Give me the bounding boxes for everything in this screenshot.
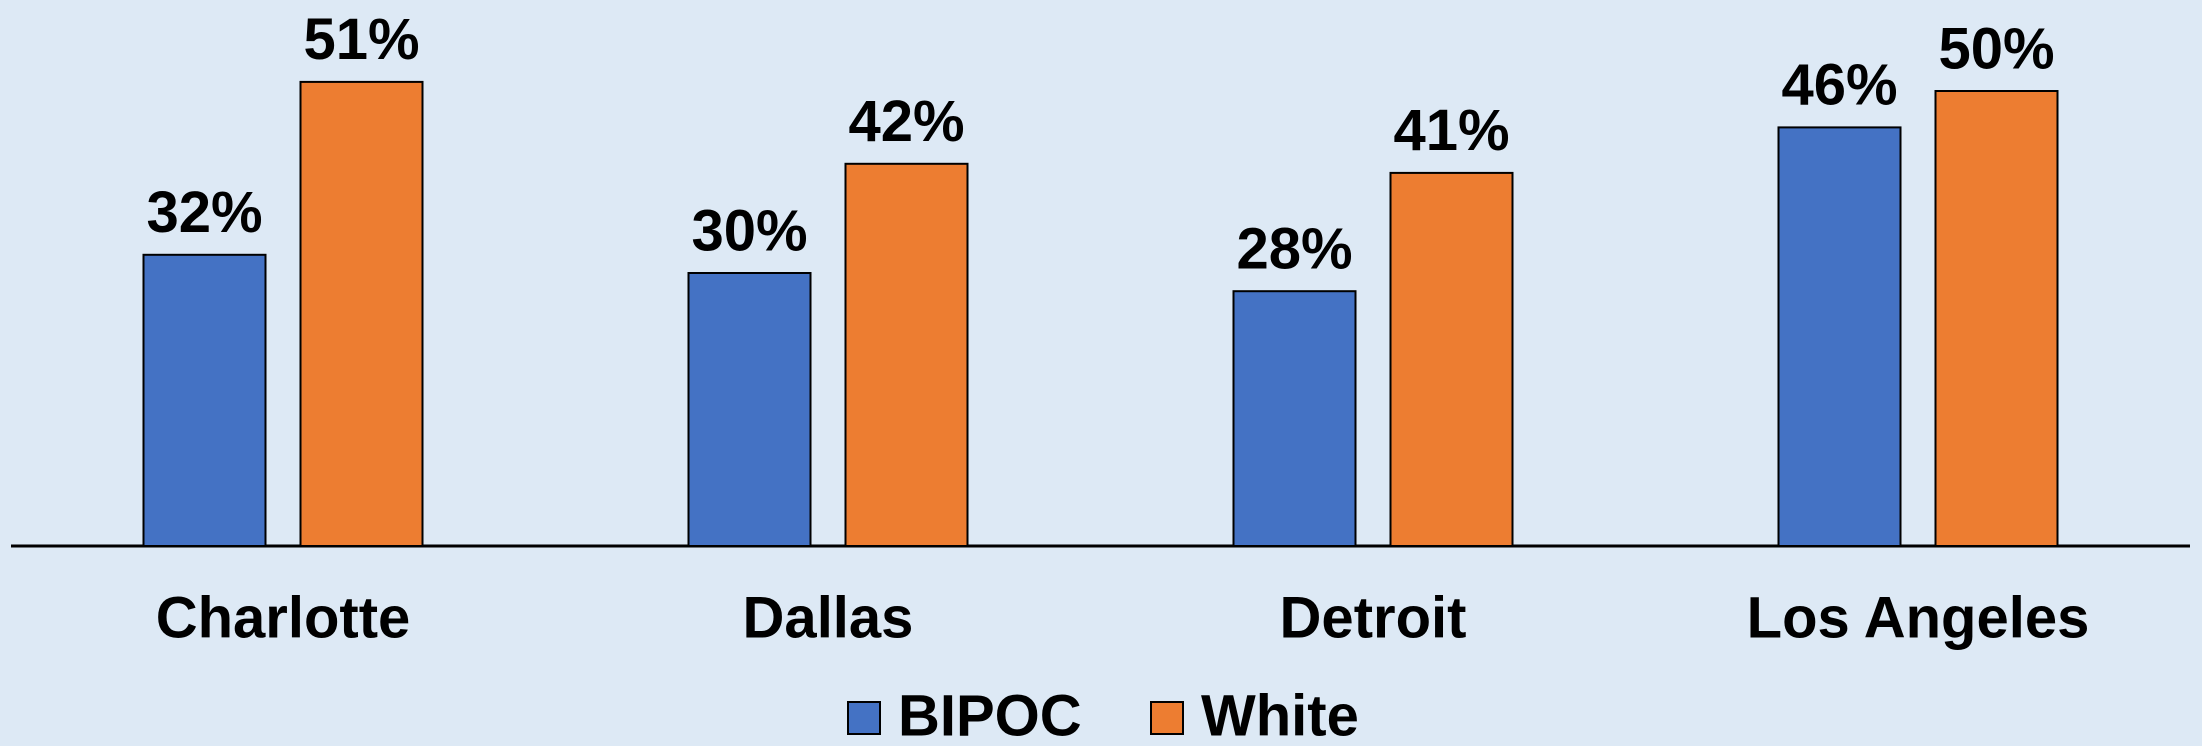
value-label: 42% — [848, 89, 964, 154]
value-label: 50% — [1938, 16, 2054, 81]
x-tick-label: Los Angeles — [1747, 585, 2090, 650]
bar — [687, 272, 812, 547]
bar — [1934, 90, 2059, 547]
bar — [1232, 290, 1357, 548]
value-label: 46% — [1781, 53, 1897, 118]
legend-swatch — [847, 701, 881, 735]
x-tick-label: Charlotte — [156, 585, 411, 650]
x-tick-label: Detroit — [1280, 585, 1467, 650]
legend-label: BIPOC — [898, 683, 1082, 746]
bar — [142, 253, 267, 548]
bar — [299, 80, 424, 548]
legend-label: White — [1201, 683, 1359, 746]
value-label: 51% — [303, 7, 419, 72]
value-label: 28% — [1236, 217, 1352, 282]
value-label: 41% — [1393, 98, 1509, 163]
x-tick-label: Dallas — [743, 585, 914, 650]
value-label: 30% — [691, 198, 807, 263]
bar — [1777, 126, 1902, 548]
legend-swatch — [1150, 701, 1184, 735]
value-label: 32% — [146, 180, 262, 245]
bar — [1389, 171, 1514, 547]
bar — [844, 162, 969, 548]
